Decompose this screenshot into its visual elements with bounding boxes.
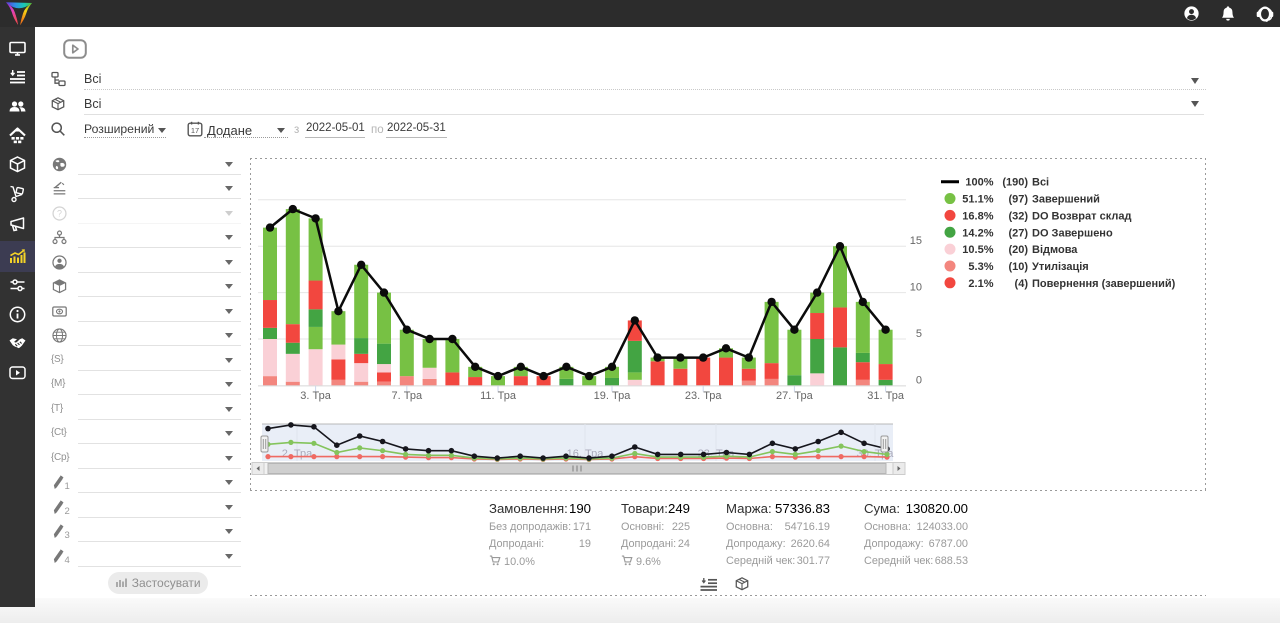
svg-text:31. Тра: 31. Тра: [867, 390, 905, 402]
svg-text:2. Тра: 2. Тра: [282, 448, 313, 460]
svg-text:Завершений: Завершений: [1032, 194, 1100, 206]
svg-text:(190): (190): [1002, 177, 1028, 189]
svg-text:Всі: Всі: [1032, 177, 1049, 189]
svg-text:?: ?: [57, 209, 62, 219]
svg-text:5: 5: [916, 328, 922, 340]
svg-text:(4): (4): [1015, 278, 1029, 290]
svg-text:100%: 100%: [965, 177, 993, 189]
svg-text:(97): (97): [1008, 194, 1028, 206]
svg-text:16.8%: 16.8%: [962, 210, 993, 222]
svg-text:3. Тра: 3. Тра: [300, 390, 331, 402]
svg-text:5.3%: 5.3%: [968, 261, 993, 273]
svg-text:23. Тра: 23. Тра: [685, 390, 723, 402]
svg-text:(32): (32): [1008, 210, 1028, 222]
svg-text:17: 17: [191, 126, 199, 135]
svg-text:Повернення (завершений): Повернення (завершений): [1032, 278, 1176, 290]
svg-text:(20): (20): [1008, 244, 1028, 256]
svg-text:(10): (10): [1008, 261, 1028, 273]
svg-text:(27): (27): [1008, 227, 1028, 239]
svg-text:7. Тра: 7. Тра: [392, 390, 423, 402]
svg-text:Утилізація: Утилізація: [1032, 261, 1089, 273]
svg-text:2.1%: 2.1%: [968, 278, 993, 290]
svg-text:27. Тра: 27. Тра: [776, 390, 814, 402]
svg-text:11. Тра: 11. Тра: [480, 390, 517, 402]
svg-text:Відмова: Відмова: [1032, 244, 1078, 256]
svg-text:DO Возврат склад: DO Возврат склад: [1032, 210, 1131, 222]
svg-text:19. Тра: 19. Тра: [594, 390, 632, 402]
svg-text:51.1%: 51.1%: [962, 194, 993, 206]
svg-text:DO Завершено: DO Завершено: [1032, 227, 1113, 239]
svg-text:10.5%: 10.5%: [962, 244, 993, 256]
svg-text:14.2%: 14.2%: [962, 227, 993, 239]
svg-text:0: 0: [916, 374, 922, 386]
svg-text:10: 10: [910, 282, 922, 294]
svg-text:15: 15: [910, 235, 922, 247]
